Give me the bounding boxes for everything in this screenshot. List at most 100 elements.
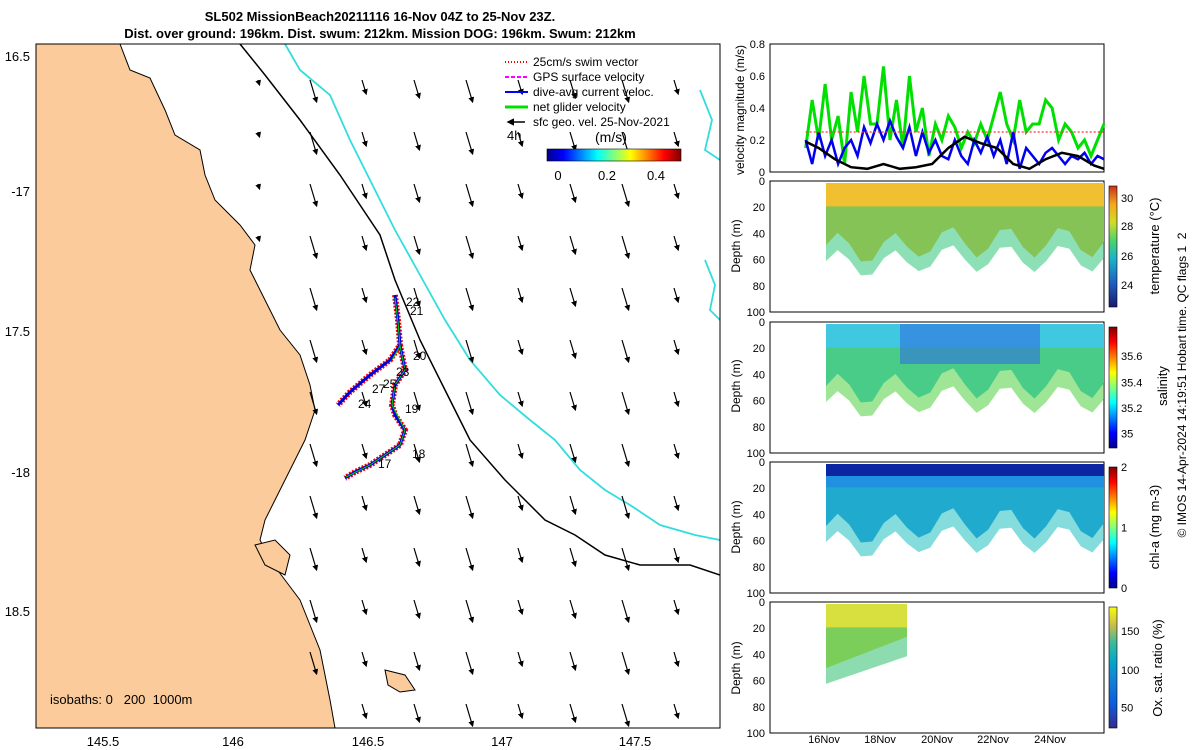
chl-surface-layer bbox=[826, 464, 1104, 476]
velocity-arrow bbox=[673, 287, 680, 304]
velocity-arrow bbox=[621, 79, 631, 104]
velocity-arrow bbox=[465, 131, 475, 156]
land bbox=[36, 44, 336, 728]
velocity-arrow bbox=[413, 599, 421, 620]
velocity-arrow bbox=[255, 235, 261, 243]
map-y-tick: 17.5 bbox=[5, 324, 30, 339]
day-label-20: 20 bbox=[413, 349, 427, 363]
map-x-tick: 146 bbox=[222, 734, 244, 749]
colorbar-tick: 100 bbox=[1121, 665, 1139, 677]
map-legend: 25cm/s swim vector GPS surface velocity … bbox=[505, 55, 682, 183]
depth-tick: 20 bbox=[753, 483, 765, 495]
velocity-arrow bbox=[569, 599, 577, 620]
colorbar-tick: 28 bbox=[1121, 221, 1133, 233]
legend-label-sfc: sfc geo. vel. 25-Nov-2021 bbox=[533, 115, 670, 129]
ox-cbar-label: Ox. sat. ratio (%) bbox=[1150, 619, 1165, 717]
sal-cbar-label: salinity bbox=[1155, 366, 1170, 406]
vel-y-tick: 0.2 bbox=[750, 135, 765, 147]
velocity-arrow bbox=[517, 131, 524, 148]
map-x-tick: 146.5 bbox=[352, 734, 385, 749]
velocity-arrow bbox=[673, 391, 680, 408]
day-label-17: 17 bbox=[378, 457, 392, 471]
velocity-arrow bbox=[673, 79, 680, 96]
velocity-arrow bbox=[569, 547, 577, 568]
date-ticks: 16Nov 18Nov 20Nov 22Nov 24Nov bbox=[808, 734, 1066, 746]
velocity-arrow bbox=[413, 703, 421, 724]
map-y-tick: -18 bbox=[11, 465, 30, 480]
day-labels: 17 18 19 20 21 22 24 25 27 23 bbox=[358, 295, 427, 471]
velocity-arrow bbox=[361, 599, 368, 616]
velocity-arrow bbox=[726, 132, 731, 150]
velocity-arrow bbox=[673, 235, 680, 252]
velocity-arrow bbox=[309, 235, 319, 260]
depth-tick: 0 bbox=[759, 457, 765, 469]
velocity-arrow bbox=[517, 703, 524, 720]
velocity-arrow bbox=[621, 287, 631, 312]
velocity-arrow bbox=[569, 339, 577, 360]
velocity-arrow bbox=[569, 703, 577, 724]
velocity-arrow bbox=[413, 651, 421, 672]
velocity-arrow bbox=[673, 547, 680, 564]
velocity-arrow bbox=[309, 131, 319, 156]
isobath-200 bbox=[239, 44, 720, 576]
velocity-arrow bbox=[465, 183, 475, 208]
velocity-arrow bbox=[673, 339, 680, 356]
velocity-arrow bbox=[309, 287, 319, 312]
date-tick: 20Nov bbox=[921, 734, 953, 746]
date-tick: 18Nov bbox=[864, 734, 896, 746]
section-colorbar bbox=[1108, 466, 1118, 589]
colorbar-tick: 150 bbox=[1121, 626, 1139, 638]
depth-tick: 60 bbox=[753, 255, 765, 267]
velocity-arrow bbox=[361, 287, 368, 304]
velocity-arrow bbox=[361, 235, 368, 252]
depth-tick: 100 bbox=[747, 588, 765, 600]
depth-tick: 60 bbox=[753, 676, 765, 688]
velocity-arrow bbox=[569, 651, 577, 672]
colorbar-tick: 0 bbox=[1121, 583, 1127, 595]
velocity-arrow bbox=[726, 340, 731, 358]
velocity-arrow bbox=[413, 235, 421, 256]
depth-tick: 60 bbox=[753, 536, 765, 548]
depth-tick: 40 bbox=[753, 509, 765, 521]
velocity-arrow bbox=[465, 547, 475, 572]
temp-ylabel: Depth (m) bbox=[729, 219, 743, 272]
section-deep-layer bbox=[826, 487, 1104, 557]
colorbar-tick: 30 bbox=[1121, 193, 1133, 205]
velocity-arrow bbox=[621, 339, 631, 364]
velocity-arrow bbox=[517, 495, 524, 512]
velocity-arrow bbox=[361, 339, 368, 356]
velocity-arrow bbox=[569, 287, 577, 308]
velocity-arrow bbox=[465, 495, 475, 520]
velocity-arrow bbox=[569, 443, 577, 464]
ox-ylabel: Depth (m) bbox=[729, 641, 743, 694]
legend-label-dive: dive-avg current veloc. bbox=[533, 85, 654, 99]
legend-label-swim: 25cm/s swim vector bbox=[533, 55, 638, 69]
sal-ylabel: Depth (m) bbox=[729, 359, 743, 412]
velocity-arrow bbox=[621, 651, 631, 676]
velocity-arrow bbox=[569, 183, 577, 204]
map-x-tick: 147 bbox=[491, 734, 513, 749]
velocity-arrow bbox=[569, 79, 577, 100]
velocity-arrow bbox=[413, 547, 421, 568]
legend-label-gps: GPS surface velocity bbox=[533, 70, 644, 84]
velocity-y-ticks: 0 0.2 0.4 0.6 0.8 bbox=[750, 39, 765, 179]
depth-tick: 20 bbox=[753, 202, 765, 214]
vel-y-tick: 0 bbox=[759, 167, 765, 179]
velocity-arrow bbox=[465, 651, 475, 676]
velocity-arrow bbox=[569, 495, 577, 516]
day-label-21: 21 bbox=[410, 304, 424, 318]
depth-tick: 20 bbox=[753, 623, 765, 635]
velocity-arrow bbox=[726, 444, 731, 462]
velocity-arrow bbox=[361, 183, 368, 200]
velocity-arrow bbox=[517, 443, 524, 460]
title-line-2: Dist. over ground: 196km. Dist. swum: 21… bbox=[124, 26, 636, 41]
map-y-tick: 16.5 bbox=[5, 49, 30, 64]
isobath-1000 bbox=[284, 44, 720, 541]
hours-label: 4h bbox=[507, 128, 521, 143]
velocity-arrow bbox=[465, 287, 475, 312]
section-colorbar bbox=[1108, 606, 1118, 729]
velocity-arrow bbox=[621, 547, 631, 572]
velocity-arrow bbox=[413, 339, 421, 360]
velocity-arrow bbox=[361, 443, 368, 460]
